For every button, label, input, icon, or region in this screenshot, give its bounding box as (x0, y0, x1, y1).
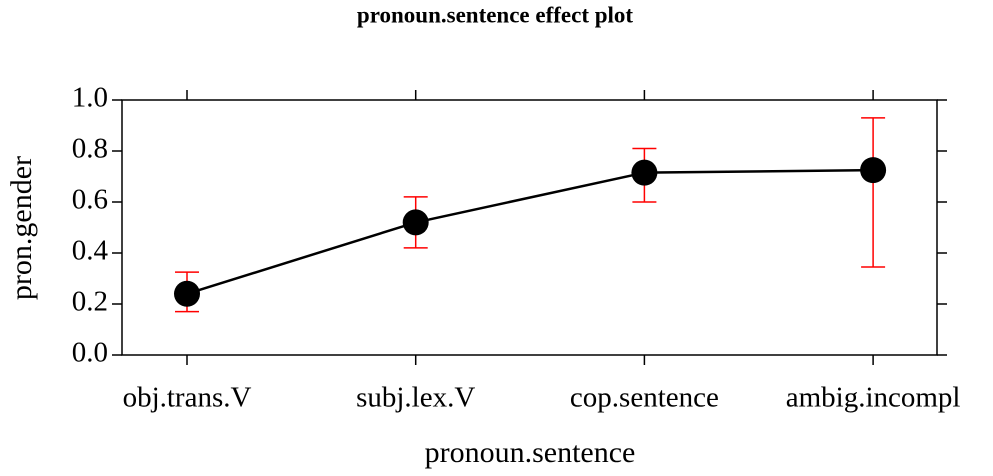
effect-point (631, 159, 658, 186)
x-axis-label: pronoun.sentence (425, 436, 636, 469)
y-tick-label: 0.2 (72, 286, 108, 318)
x-tick-label: obj.trans.V (123, 382, 252, 414)
effect-point (860, 157, 887, 184)
y-tick-label: 0.4 (72, 235, 109, 267)
plot-frame (121, 99, 938, 356)
y-tick-label: 0.0 (72, 337, 108, 369)
effect-line (186, 168, 874, 295)
y-tick-label: 0.8 (72, 133, 108, 165)
x-tick-label: ambig.incompl (786, 382, 961, 414)
effect-point (402, 209, 429, 236)
chart-title: pronoun.sentence effect plot (357, 2, 634, 27)
x-tick-label: subj.lex.V (356, 382, 475, 414)
x-tick-label: cop.sentence (570, 382, 719, 414)
y-axis-label: pron.gender (5, 156, 38, 300)
y-tick-label: 0.6 (72, 184, 108, 216)
error-bar (861, 117, 886, 268)
effect-point (174, 280, 200, 307)
y-tick-label: 1.0 (72, 82, 108, 114)
